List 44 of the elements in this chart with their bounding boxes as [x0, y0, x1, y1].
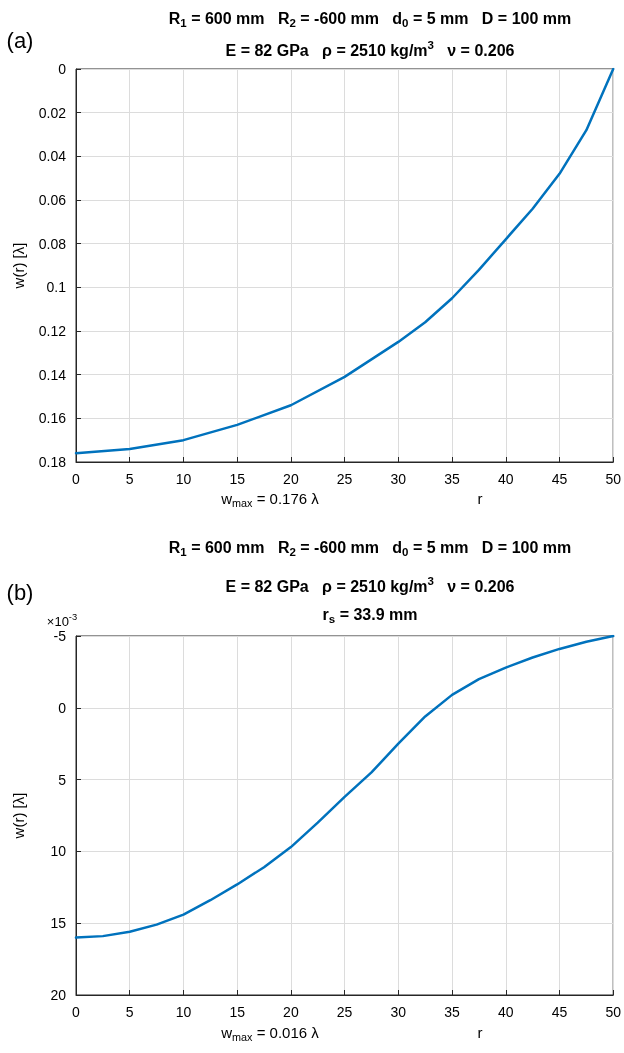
x-tick-label: 40 — [497, 471, 514, 487]
y-axis-title: w(r) [λ] — [9, 242, 27, 290]
x-tick-label: 50 — [605, 471, 622, 487]
x-tick-label: 25 — [336, 1004, 353, 1020]
x-tick-label: 15 — [229, 1004, 246, 1020]
x-tick-label: 20 — [283, 1004, 299, 1020]
y-tick-label: -5 — [53, 628, 67, 644]
x-tick-label: 35 — [444, 471, 461, 487]
y-tick-label: 10 — [50, 843, 67, 860]
y-tick-label: 0.06 — [38, 192, 67, 208]
x-tick-label: 40 — [497, 1004, 514, 1020]
y-tick-label: 0.1 — [46, 279, 67, 296]
y-tick-label: 15 — [50, 915, 67, 932]
x-tick-label: 15 — [229, 471, 246, 487]
text: (a) — [6, 27, 34, 53]
x-tick-label: 10 — [175, 1004, 192, 1020]
y-tick-label: 0.14 — [38, 366, 67, 383]
x-tick-label: 5 — [125, 471, 134, 487]
y-tick-label: 0.12 — [38, 323, 67, 339]
x-tick-label: 30 — [390, 1004, 407, 1020]
x-tick-label: 45 — [551, 1004, 568, 1020]
y-tick-label: 0.08 — [38, 235, 67, 252]
x-tick-label: 30 — [390, 471, 407, 487]
x-tick-label: 25 — [336, 471, 353, 487]
y-tick-label: 0 — [58, 699, 67, 716]
x-tick-label: 35 — [444, 1004, 461, 1020]
x-tick-label: 5 — [125, 1004, 134, 1020]
y-tick-label: 0.18 — [38, 454, 67, 470]
x-tick-label: 0 — [72, 471, 81, 487]
y-tick-label: 20 — [50, 987, 67, 1003]
y-tick-label: 0 — [58, 61, 67, 77]
x-tick-label: 10 — [175, 471, 192, 487]
x-axis-title: r — [477, 1023, 483, 1041]
x-tick-label: 20 — [283, 471, 299, 487]
y-tick-label: 0.04 — [38, 148, 67, 165]
y-axis-title: w(r) [λ] — [9, 792, 27, 840]
x-axis-title: r — [477, 489, 483, 507]
y-tick-label: 5 — [58, 771, 67, 788]
y-tick-label: 0.02 — [38, 104, 67, 121]
y-tick-label: 0.16 — [38, 410, 67, 427]
x-tick-label: 0 — [72, 1004, 81, 1020]
x-tick-label: 45 — [551, 471, 568, 487]
text: (b) — [6, 579, 34, 605]
x-tick-label: 50 — [605, 1004, 622, 1020]
